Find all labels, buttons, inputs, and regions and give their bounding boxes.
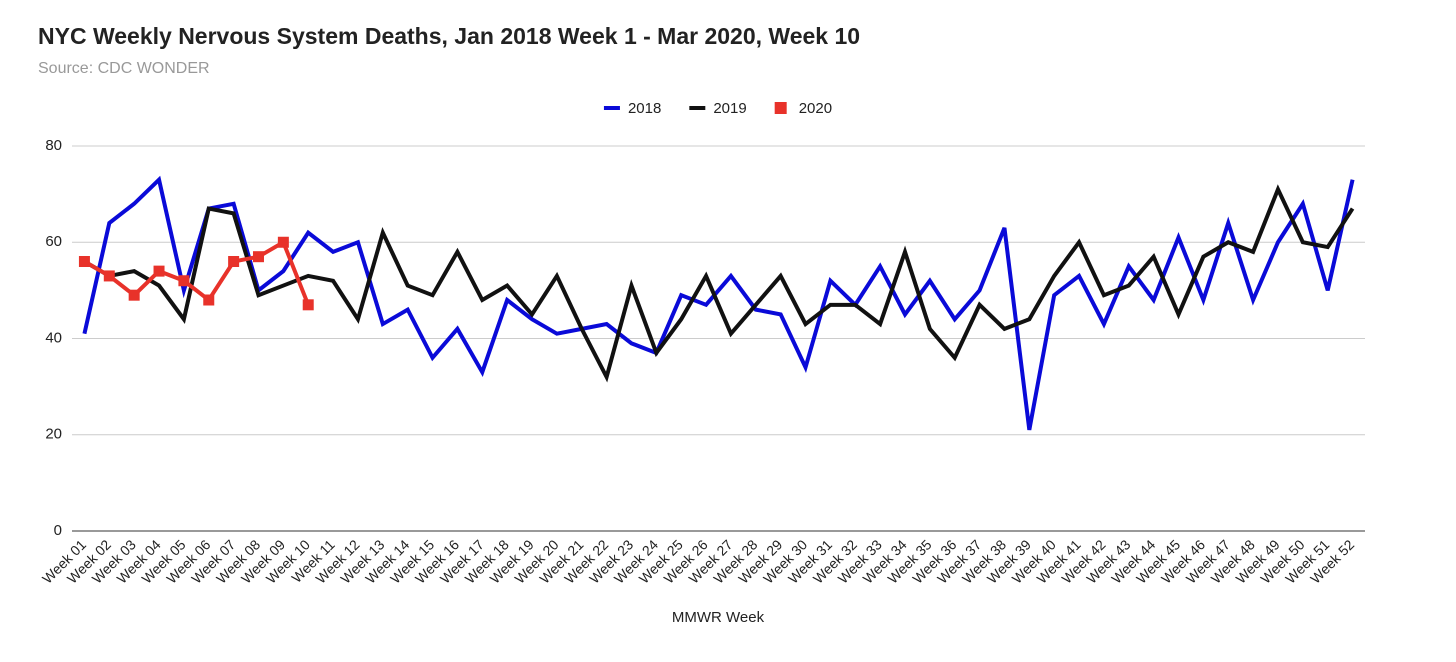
series-marker [203,294,215,306]
y-tick-label: 60 [45,233,62,250]
legend-swatch [774,102,787,114]
series-marker [103,270,115,282]
legend-label: 2020 [799,100,832,117]
x-axis-title: MMWR Week [672,609,765,626]
legend-item: 2020 [774,100,832,117]
chart-subtitle: Source: CDC WONDER [38,60,210,77]
series-line [83,184,1355,383]
legend-item: 2018 [603,100,661,117]
series-marker [277,236,289,248]
series-marker [78,256,90,267]
series-line [83,239,311,306]
legend-item: 2019 [689,100,747,117]
series-marker [228,256,240,267]
y-tick-label: 40 [45,329,62,346]
y-tick-label: 20 [45,426,62,443]
series-marker [178,275,190,287]
series-marker [252,251,264,263]
chart-title: NYC Weekly Nervous System Deaths, Jan 20… [38,23,860,49]
series-marker [302,299,314,311]
series-marker [128,289,140,301]
series-marker [153,265,165,277]
series-line [82,175,1355,431]
legend-label: 2018 [628,100,661,117]
y-tick-label: 0 [54,522,62,539]
y-tick-label: 80 [45,137,62,154]
legend-label: 2019 [713,100,746,117]
